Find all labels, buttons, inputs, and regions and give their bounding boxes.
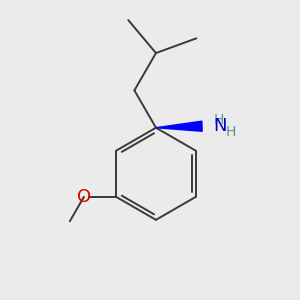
Text: O: O bbox=[77, 188, 91, 206]
Text: H: H bbox=[213, 113, 224, 127]
Text: N: N bbox=[213, 117, 227, 135]
Text: H: H bbox=[226, 124, 236, 139]
Polygon shape bbox=[156, 121, 202, 131]
